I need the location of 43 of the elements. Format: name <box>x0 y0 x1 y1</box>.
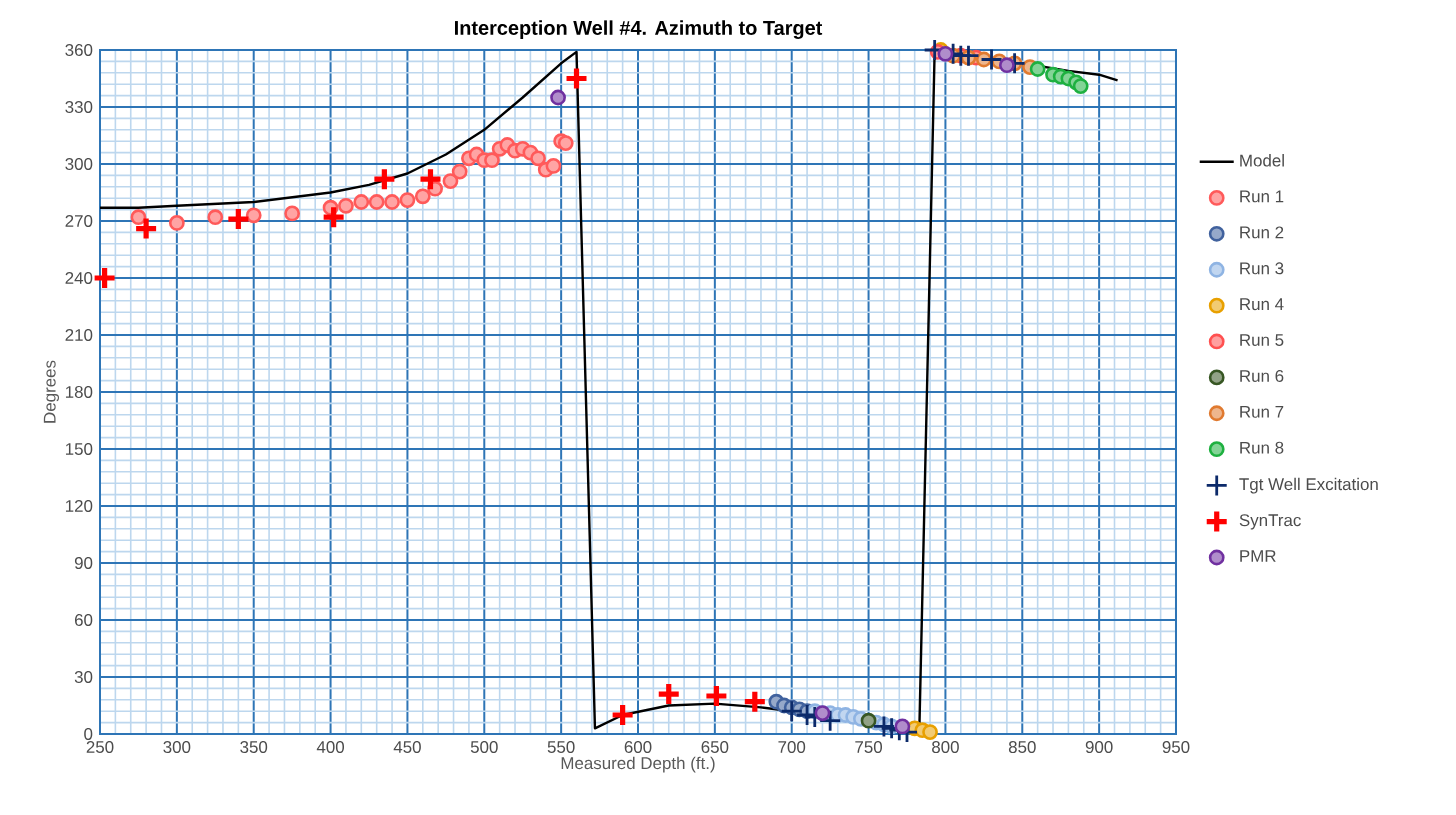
x-tick-label: 450 <box>393 741 421 754</box>
y-axis-title: Degrees <box>43 360 60 423</box>
y-tick-label: 60 <box>75 614 93 626</box>
y-tick-label: 150 <box>65 443 93 455</box>
y-tick-label: 300 <box>65 158 93 170</box>
y-tick-label: 360 <box>65 44 93 56</box>
legend-label: SynTrac <box>1239 514 1301 530</box>
y-tick-label: 330 <box>65 101 93 113</box>
legend-label: Run 2 <box>1240 226 1284 239</box>
x-tick-label: 350 <box>240 741 268 754</box>
x-tick-label: 900 <box>1085 741 1113 754</box>
legend-label: Run 1 <box>1240 190 1284 203</box>
y-tick-label: 270 <box>65 215 93 227</box>
x-tick-label: 400 <box>316 741 345 754</box>
y-tick-label: 210 <box>65 329 93 341</box>
x-axis-title: Measured Depth (ft.) <box>561 756 715 773</box>
x-tick-label: 950 <box>1162 741 1190 754</box>
legend-label: Model <box>1240 154 1284 167</box>
legend-label: Run 7 <box>1240 405 1284 418</box>
x-tick-label: 300 <box>163 741 191 754</box>
x-tick-label: 600 <box>624 741 652 754</box>
legend-label: Run 4 <box>1240 298 1284 311</box>
x-tick-label: 850 <box>1008 741 1036 754</box>
chart-title: Interception Well #4. Azimuth to Target <box>455 20 823 39</box>
legend-label: Run 5 <box>1240 334 1284 346</box>
x-tick-label: 550 <box>547 741 575 754</box>
y-tick-label: 30 <box>74 671 93 683</box>
legend-label: Tgt Well Excitation <box>1239 477 1378 494</box>
y-tick-label: 240 <box>65 272 93 284</box>
x-tick-label: 650 <box>701 741 729 754</box>
legend-label: PMR <box>1240 550 1276 562</box>
x-tick-label: 700 <box>778 741 806 754</box>
legend-label: Run 6 <box>1240 369 1284 382</box>
y-tick-label: 120 <box>65 500 93 512</box>
y-tick-label: 0 <box>84 728 93 740</box>
x-tick-label: 750 <box>855 741 883 754</box>
legend-label: Run 3 <box>1240 262 1284 275</box>
x-tick-label: 500 <box>470 741 498 754</box>
legend-label: Run 8 <box>1240 441 1284 454</box>
y-tick-label: 180 <box>65 386 93 398</box>
x-tick-label: 800 <box>932 741 959 754</box>
y-tick-label: 90 <box>74 557 93 569</box>
x-tick-label: 250 <box>86 741 114 754</box>
